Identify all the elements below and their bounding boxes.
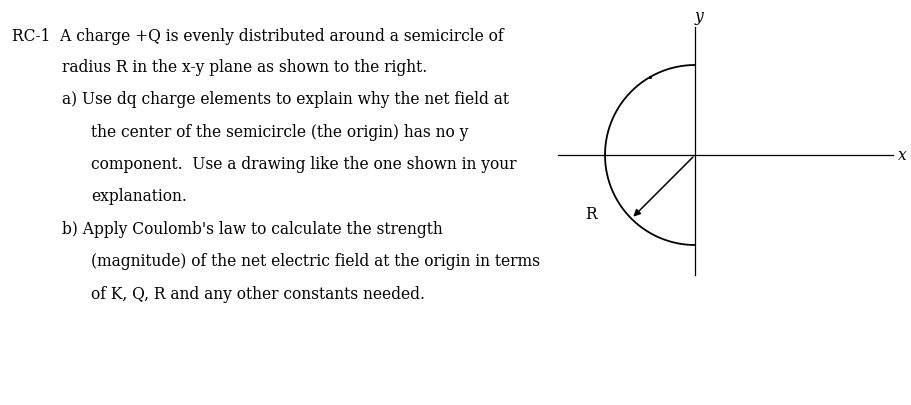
Text: the center of the semicircle (the origin) has no y: the center of the semicircle (the origin… bbox=[91, 124, 468, 141]
Text: R: R bbox=[585, 206, 597, 223]
Text: explanation.: explanation. bbox=[91, 188, 187, 205]
Text: radius R in the x-y plane as shown to the right.: radius R in the x-y plane as shown to th… bbox=[62, 59, 427, 76]
Text: y: y bbox=[694, 8, 703, 25]
Text: of K, Q, R and any other constants needed.: of K, Q, R and any other constants neede… bbox=[91, 286, 425, 303]
Text: a) Use dq charge elements to explain why the net field at: a) Use dq charge elements to explain why… bbox=[62, 91, 509, 108]
Text: x: x bbox=[897, 147, 906, 164]
Text: RC-1  A charge +Q is evenly distributed around a semicircle of: RC-1 A charge +Q is evenly distributed a… bbox=[12, 28, 504, 45]
Text: (magnitude) of the net electric field at the origin in terms: (magnitude) of the net electric field at… bbox=[91, 253, 540, 270]
Text: b) Apply Coulomb's law to calculate the strength: b) Apply Coulomb's law to calculate the … bbox=[62, 221, 443, 238]
Text: component.  Use a drawing like the one shown in your: component. Use a drawing like the one sh… bbox=[91, 156, 517, 173]
